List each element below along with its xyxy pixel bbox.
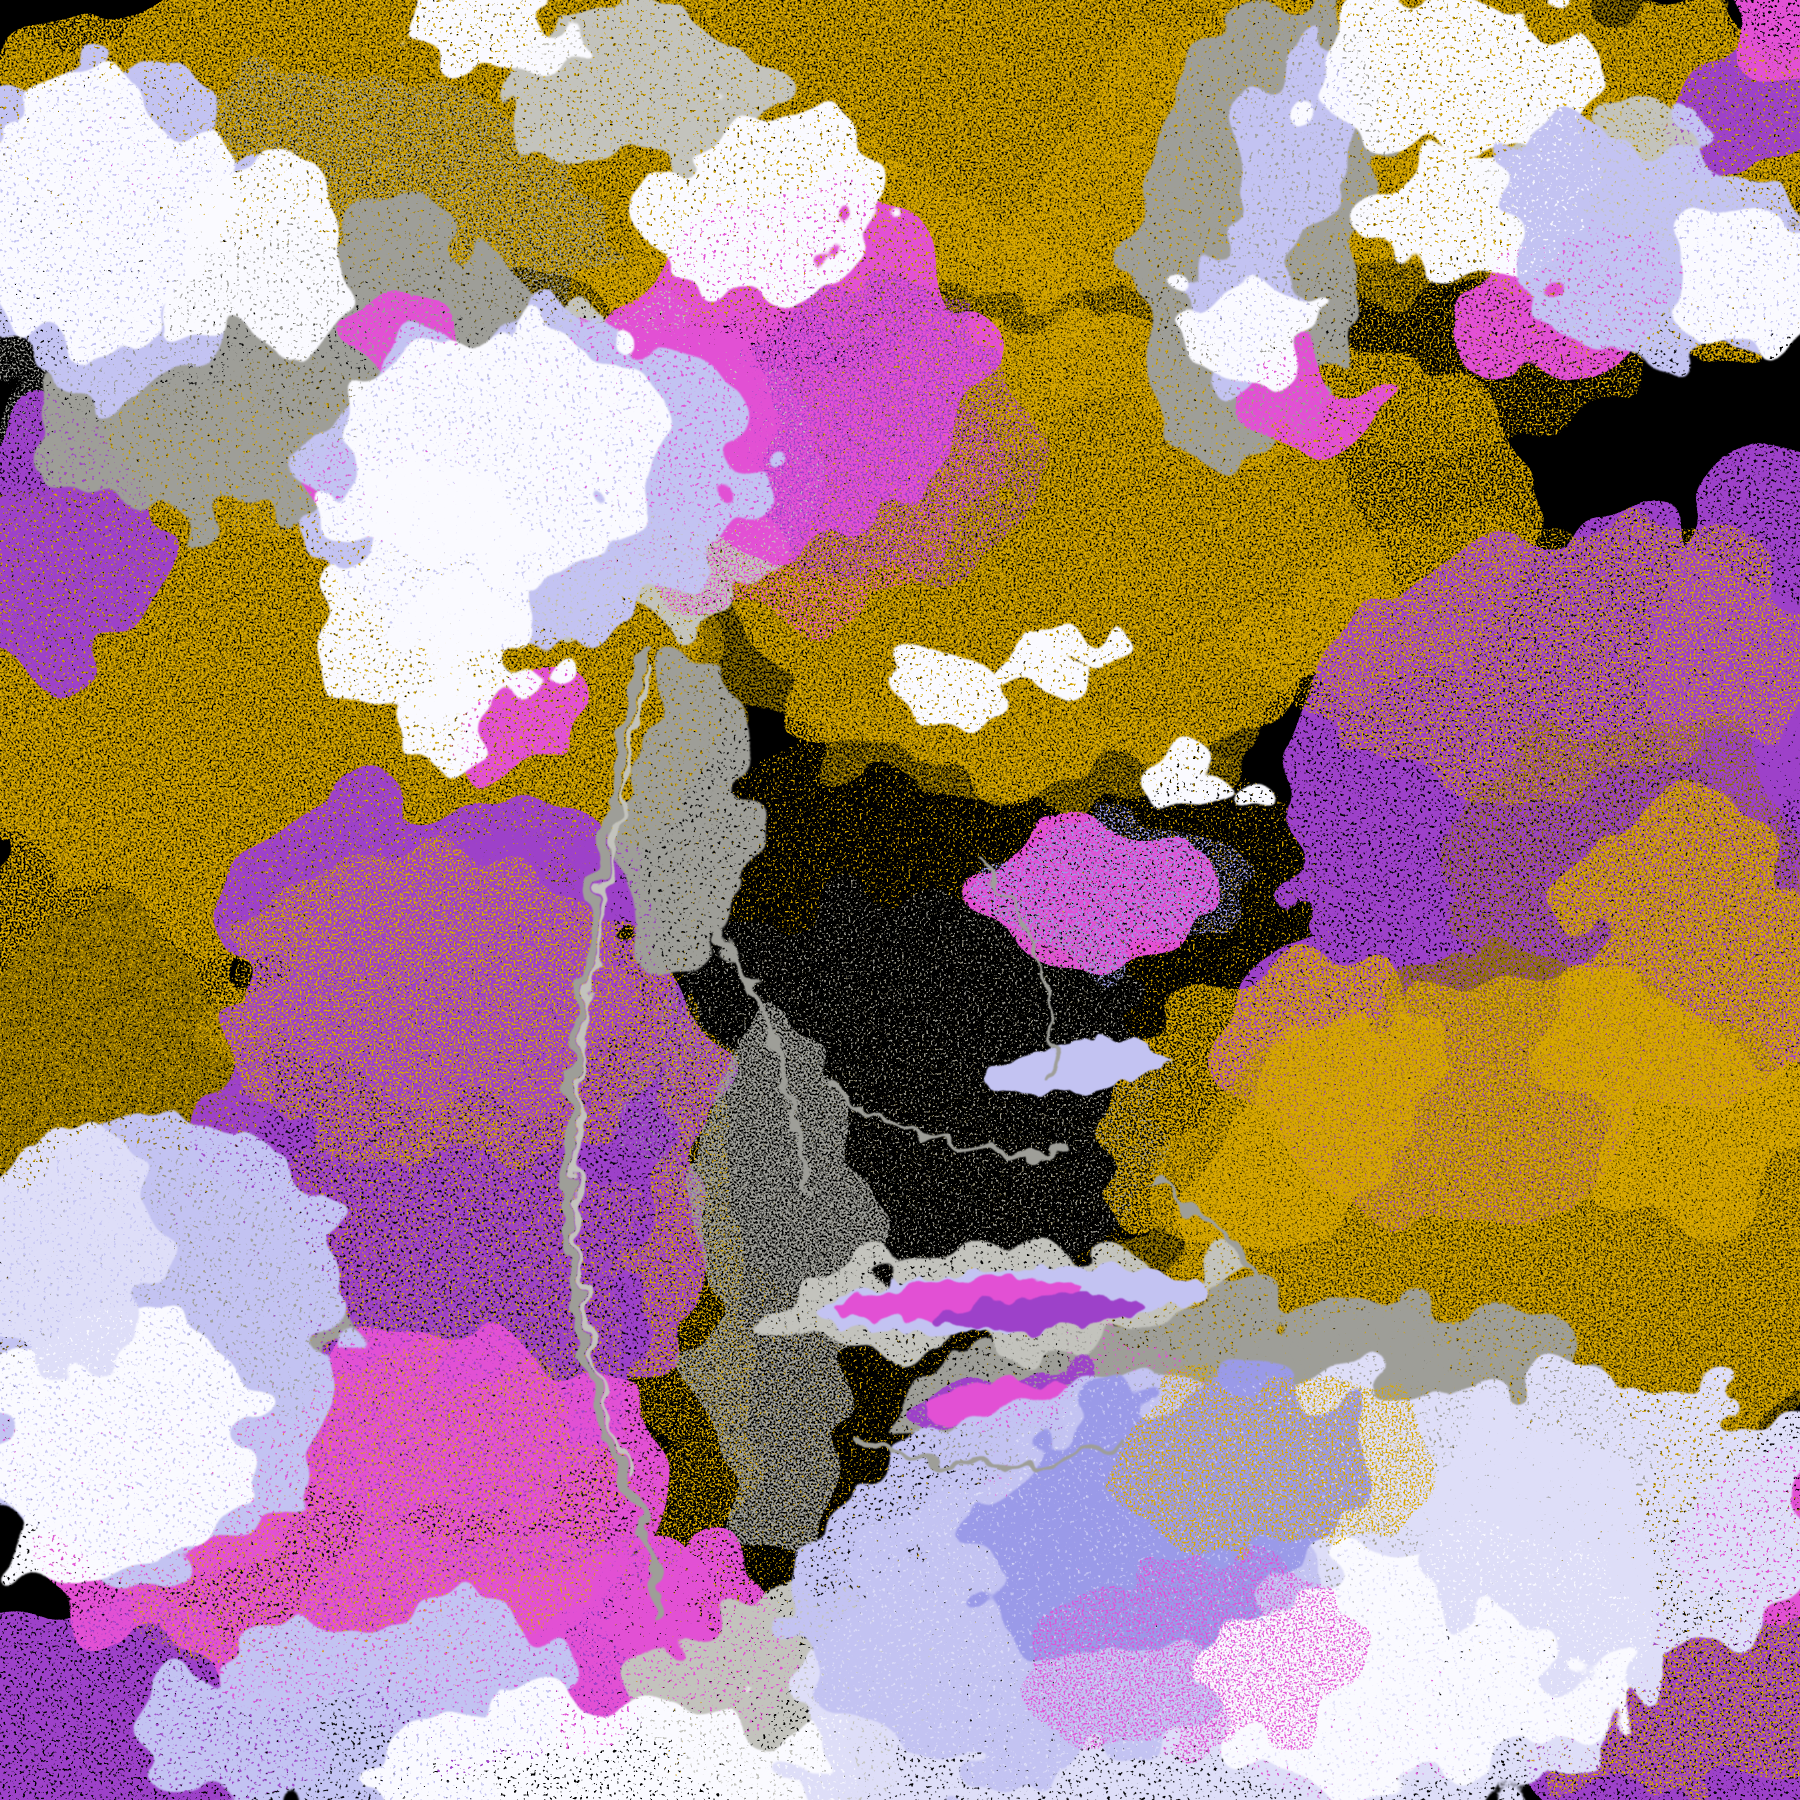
tl-white2 <box>157 177 353 353</box>
trc-magenta <box>1722 0 1800 67</box>
bottom-white <box>355 1693 845 1800</box>
ocean-wisp-4 <box>978 858 1055 1082</box>
tr-white3 <box>1677 223 1800 347</box>
br-magenta-speckle <box>1016 1562 1344 1758</box>
ocean-wisp-1 <box>697 897 808 1193</box>
br-swirl-arm2 <box>1555 795 1800 1225</box>
cloud-white-5 <box>1218 771 1286 819</box>
tlc-white-arm2 <box>400 574 540 770</box>
center-gray-dots <box>630 890 1170 1310</box>
top-white2 <box>407 0 603 83</box>
andes-gray-upper <box>622 647 758 973</box>
cloud-white-2 <box>1003 640 1087 700</box>
cloud-white-3 <box>1056 601 1124 649</box>
bl-pale <box>0 1124 158 1380</box>
ocean-wisp-5 <box>1147 1177 1303 1383</box>
tr-white <box>1315 0 1605 168</box>
br-pale2 <box>1415 1375 1800 1665</box>
br-gold-cluster <box>1115 1375 1445 1565</box>
top-white <box>642 112 878 288</box>
cloud-white-1 <box>894 657 986 723</box>
lens-purple <box>940 1294 1150 1330</box>
coastline-highlight <box>574 657 655 1475</box>
tr-white-blob <box>1168 278 1312 382</box>
ocean-wisp-3 <box>857 1437 1123 1469</box>
rightband-gold-top <box>1245 510 1800 780</box>
coastline <box>563 645 664 1617</box>
ocean-wisp-2 <box>827 1087 1073 1155</box>
uc-purple-speckle <box>745 275 1015 585</box>
br-swirl-arm <box>1104 963 1436 1257</box>
purple-gold-overlay <box>205 855 675 1165</box>
arc-lavender <box>985 1040 1175 1096</box>
